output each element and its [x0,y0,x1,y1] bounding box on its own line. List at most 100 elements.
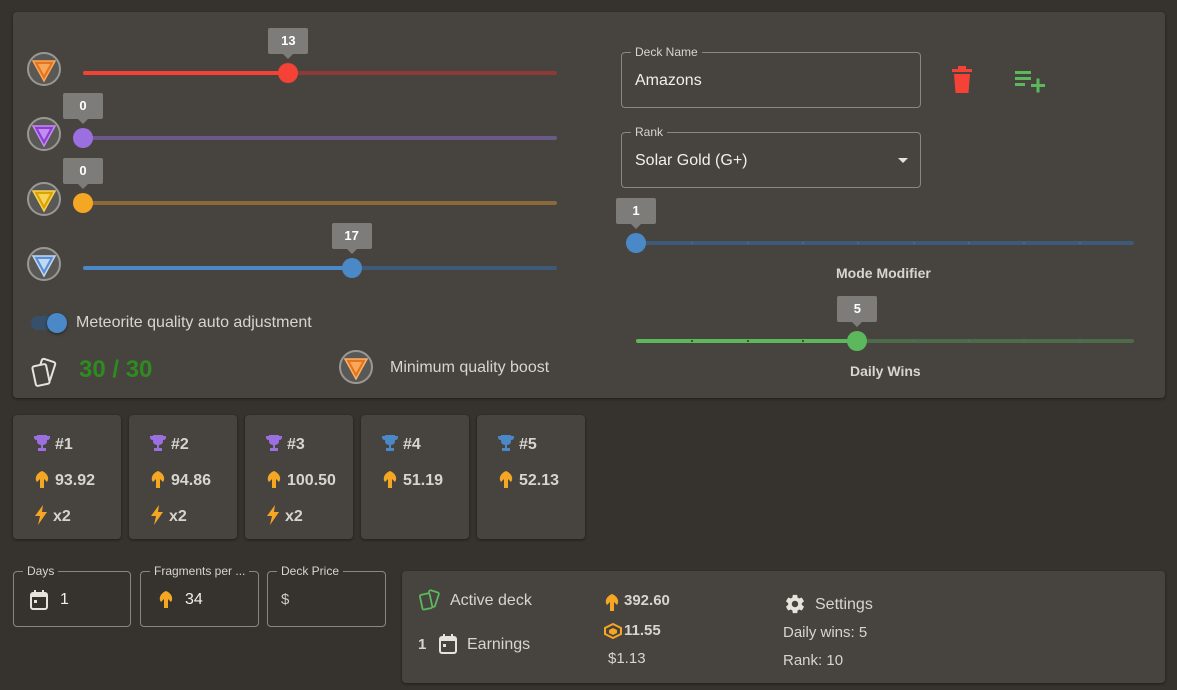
lightning-icon [265,504,285,530]
fragment-icon [265,469,287,494]
rank-value: Solar Gold (G+) [635,152,748,169]
min-quality-boost-label: Minimum quality boost [390,359,550,376]
slider-fill [83,71,289,75]
blue-meteorite-icon [27,247,61,281]
slider-value-label: 17 [331,223,372,254]
rank-boost: x2 [149,504,187,530]
slider-value-label: 0 [63,93,103,124]
slider-tick [912,340,915,342]
rank-card: #3 100.50 x2 [245,415,353,539]
slider-tick [691,340,694,342]
delete-icon[interactable] [949,66,975,99]
rank-label: #5 [497,434,537,457]
gear-icon[interactable] [784,593,806,620]
daily-wins-summary: Daily wins: 5 [783,624,868,641]
summary-panel: Active deck 1 Earnings 392.60 11.55 $1.1… [402,571,1165,683]
slider-value-label: 0 [63,158,103,189]
cards-icon [30,356,62,393]
rank-card: #5 52.13 [477,415,585,539]
fragment-icon [381,469,403,494]
dropdown-arrow-icon [898,158,908,163]
slider-thumb[interactable] [847,331,868,351]
meteorite-slider[interactable]: 13 [83,28,557,83]
slider-tick [1023,242,1026,244]
slider-tick [968,340,970,342]
trophy-icon [265,434,287,457]
days-field[interactable]: Days 1 [13,564,131,627]
slider-thumb[interactable] [278,63,299,83]
slider-tick [1078,242,1081,244]
rank-fragments: 52.13 [497,470,559,491]
orange-meteorite-icon[interactable] [339,350,373,384]
slider-thumb[interactable] [73,193,93,213]
usd-earnings: $1.13 [608,650,646,667]
trophy-icon [381,434,403,457]
slider-tick [746,340,749,342]
slider-thumb[interactable] [341,258,362,278]
purple-meteorite-icon [27,117,61,151]
daily-wins-slider[interactable]: 5 [636,296,1134,351]
trophy-icon [33,434,55,457]
rank-card: #1 93.92 x2 [13,415,121,539]
calendar-icon [30,590,48,615]
token-icon [604,622,622,644]
fragments-field[interactable]: Fragments per ... 34 [140,564,259,627]
rank-label: #3 [265,434,305,457]
days-value: 1 [60,591,69,608]
meteorite-slider[interactable]: 0 [63,93,557,148]
tokens-earnings: 11.55 [624,622,661,639]
fragment-icon [157,589,175,614]
meteorite-slider-row: 0 [13,158,573,222]
earnings-label: Earnings [467,636,531,653]
add-to-list-icon[interactable] [1015,70,1047,99]
rank-legend: Rank [631,125,668,139]
slider-tick [1023,340,1026,342]
deck-name-value: Amazons [635,72,702,89]
meteorite-slider[interactable]: 0 [63,158,557,213]
deck-config-panel: 13 0 0 17 Meteorite quality auto adjustment… [13,12,1165,398]
deck-price-legend: Deck Price [277,564,344,578]
rank-card: #4 51.19 [361,415,469,539]
rank-boost: x2 [265,504,303,530]
fragments-legend: Fragments per ... [150,564,250,578]
summary-days: 1 [418,636,427,653]
daily-wins-label: Daily Wins [850,363,921,379]
rank-card: #2 94.86 x2 [129,415,237,539]
fragment-icon [33,469,55,494]
auto-adjust-toggle[interactable] [31,312,71,334]
settings-label[interactable]: Settings [815,596,873,613]
orange-meteorite-icon [27,52,61,86]
rank-fragments: 51.19 [381,469,443,494]
mode-modifier-label: Mode Modifier [836,265,931,281]
meteorite-slider[interactable]: 17 [83,223,557,278]
trophy-icon [497,434,519,457]
slider-value-label: 1 [616,198,656,229]
slider-tick [912,242,915,244]
fragments-earnings: 392.60 [624,592,670,609]
deck-name-field[interactable]: Deck Name Amazons [621,45,921,108]
slider-thumb[interactable] [626,233,646,253]
slider-tick [857,242,860,244]
lightning-icon [149,504,169,530]
deck-price-value: $ [281,591,290,608]
card-count: 30 / 30 [79,356,153,383]
slider-fill [83,266,352,270]
slider-value-label: 13 [268,28,309,59]
auto-adjust-label: Meteorite quality auto adjustment [76,314,312,331]
active-deck-label: Active deck [450,592,532,609]
rank-fragments: 94.86 [149,469,211,494]
slider-thumb[interactable] [73,128,93,148]
slider-tick [746,242,749,244]
deck-price-field[interactable]: Deck Price $ [267,564,386,627]
slider-tick [691,242,694,244]
rank-summary: Rank: 10 [783,652,844,669]
rank-label: #1 [33,434,73,457]
gold-meteorite-icon [27,182,61,216]
fragments-value: 34 [185,591,203,608]
lightning-icon [33,504,53,530]
fragment-icon [149,469,171,494]
rank-select[interactable]: Rank Solar Gold (G+) [621,125,921,188]
mode-modifier-slider[interactable]: 1 [616,198,1134,253]
trophy-icon [149,434,171,457]
slider-tick [802,242,804,244]
